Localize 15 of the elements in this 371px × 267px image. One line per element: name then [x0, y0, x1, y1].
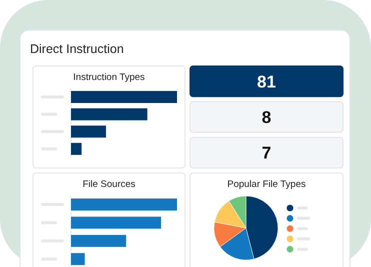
chart-title: Popular File Types	[227, 179, 306, 190]
chart-title: Instruction Types	[73, 72, 146, 83]
text: 8	[262, 108, 272, 127]
bar	[71, 253, 85, 266]
text: Direct Instruction	[30, 42, 124, 56]
bar	[71, 126, 106, 138]
bar	[71, 142, 82, 155]
bar	[71, 91, 177, 103]
text: 81	[257, 72, 276, 92]
chart-title: File Sources	[82, 179, 136, 190]
text: 7	[262, 144, 272, 163]
bar	[71, 108, 148, 120]
bar	[71, 234, 126, 247]
bar	[71, 198, 177, 210]
bar	[71, 216, 162, 229]
